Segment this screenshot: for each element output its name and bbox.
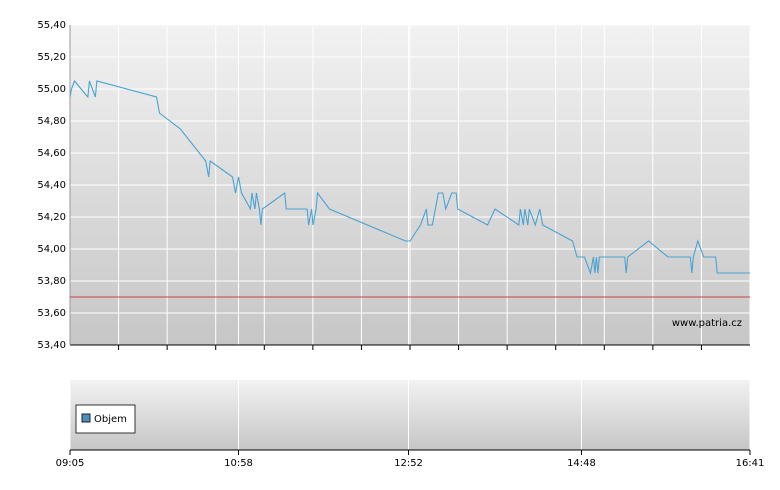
- y-tick-label: 55,40: [37, 20, 66, 31]
- y-tick-label: 54,60: [37, 148, 66, 159]
- y-tick-label: 53,80: [37, 276, 66, 287]
- y-tick-label: 54,40: [37, 180, 66, 191]
- x-tick-label: 16:41: [736, 458, 765, 469]
- price-line: [69, 79, 750, 276]
- legend-label: Objem: [94, 414, 127, 425]
- y-tick-label: 54,00: [37, 244, 66, 255]
- y-tick-label: 55,20: [37, 52, 66, 63]
- x-tick-label: 14:48: [567, 458, 596, 469]
- legend-swatch: [81, 413, 91, 423]
- y-tick-label: 53,60: [37, 308, 66, 319]
- x-tick-label: 10:58: [224, 458, 253, 469]
- y-tick-label: 55,00: [37, 84, 66, 95]
- watermark: www.patria.cz: [672, 318, 742, 329]
- volume-plot-area: [70, 380, 750, 450]
- y-tick-label: 53,40: [37, 340, 66, 351]
- x-tick-label: 09:05: [56, 458, 85, 469]
- x-tick-label: 12:52: [394, 458, 423, 469]
- y-tick-label: 54,20: [37, 212, 66, 223]
- y-tick-label: 54,80: [37, 116, 66, 127]
